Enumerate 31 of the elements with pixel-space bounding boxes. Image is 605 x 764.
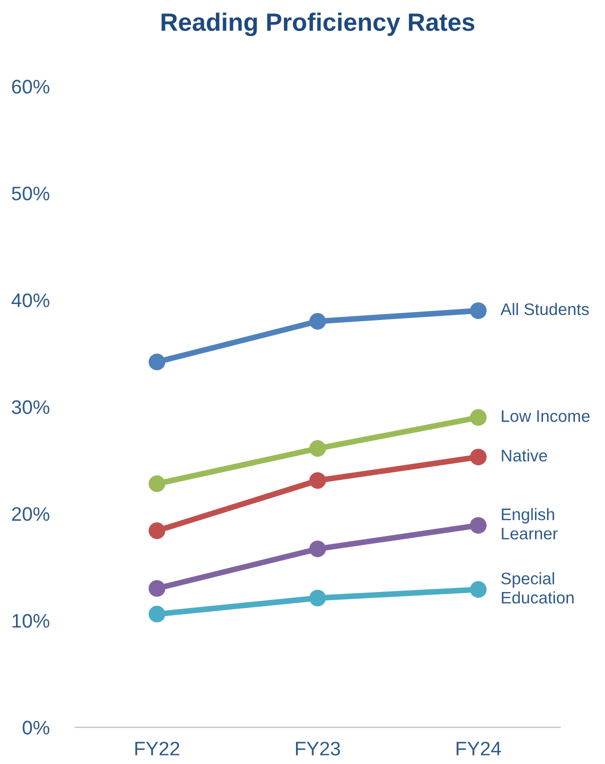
y-tick-label: 0%: [22, 720, 50, 735]
point: [148, 475, 166, 492]
y-tick-label: 20%: [12, 507, 50, 521]
point: [470, 448, 487, 466]
y-tick-label: 60%: [12, 80, 50, 94]
y-tick-label: 40%: [12, 293, 50, 308]
y-tick-label: 30%: [12, 400, 50, 414]
point: [148, 354, 166, 370]
chart-title: Reading Proficiency Rates: [162, 12, 474, 36]
point: [148, 606, 166, 622]
point: [309, 313, 326, 330]
point: [470, 517, 487, 534]
series-label: English Learner: [502, 508, 558, 540]
point: [470, 409, 487, 426]
y-tick-label: 50%: [12, 186, 50, 200]
series-label: All Students: [500, 302, 589, 316]
point: [470, 302, 487, 320]
point: [309, 472, 326, 489]
series-label: Special Education: [501, 572, 574, 604]
y-tick-label: 10%: [12, 614, 50, 628]
point: [148, 522, 166, 540]
x-tick-label: FY23: [296, 742, 340, 756]
series-label: Native: [502, 449, 548, 462]
point: [470, 581, 487, 598]
point: [309, 440, 326, 457]
x-tick-label: FY22: [135, 742, 180, 756]
point: [309, 590, 326, 606]
series-label: Low Income: [502, 410, 590, 422]
point: [148, 580, 166, 597]
point: [309, 540, 326, 558]
x-tick-label: FY24: [456, 742, 501, 756]
